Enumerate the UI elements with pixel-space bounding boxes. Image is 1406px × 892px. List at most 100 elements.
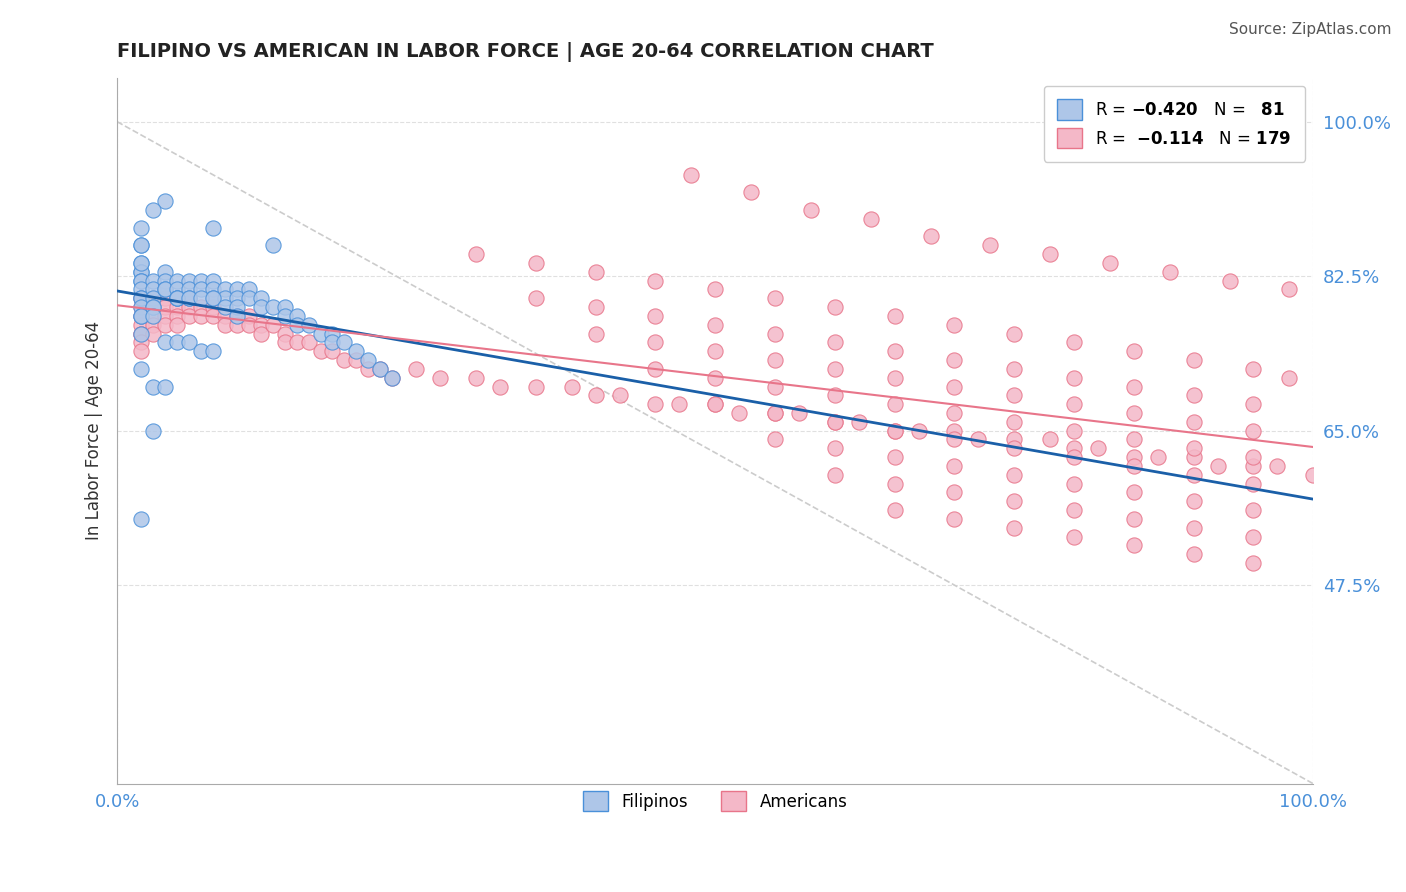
Point [153,194,176,209]
Point [142,424,165,438]
Point [920,229,942,244]
Point [1002,442,1025,456]
Point [129,291,152,305]
Point [1182,467,1205,482]
Point [1002,467,1025,482]
Point [214,282,236,296]
Point [142,309,165,323]
Point [190,309,212,323]
Point [129,318,152,332]
Text: FILIPINO VS AMERICAN IN LABOR FORCE | AGE 20-64 CORRELATION CHART: FILIPINO VS AMERICAN IN LABOR FORCE | AG… [117,42,934,62]
Point [201,282,224,296]
Point [644,335,666,350]
Point [201,291,224,305]
Point [166,291,188,305]
Point [321,335,343,350]
Point [238,282,260,296]
Point [166,291,188,305]
Point [1063,397,1085,411]
Point [1182,494,1205,508]
Point [214,300,236,314]
Point [177,291,200,305]
Point [1243,397,1265,411]
Point [704,318,727,332]
Point [225,282,247,296]
Point [1002,326,1025,341]
Point [129,274,152,288]
Point [201,220,224,235]
Point [153,335,176,350]
Point [800,202,823,217]
Point [883,476,905,491]
Text: Source: ZipAtlas.com: Source: ZipAtlas.com [1229,22,1392,37]
Point [225,309,247,323]
Point [262,300,284,314]
Point [142,300,165,314]
Point [740,186,762,200]
Point [142,282,165,296]
Point [129,309,152,323]
Point [381,370,404,384]
Point [129,335,152,350]
Point [153,282,176,296]
Point [273,300,295,314]
Point [129,265,152,279]
Point [1122,458,1144,473]
Point [859,211,882,226]
Point [249,326,271,341]
Point [1302,467,1324,482]
Point [524,379,547,393]
Point [273,326,295,341]
Point [1267,458,1289,473]
Point [142,202,165,217]
Point [297,318,319,332]
Point [1122,512,1144,526]
Y-axis label: In Labor Force | Age 20-64: In Labor Force | Age 20-64 [86,321,103,541]
Point [883,309,905,323]
Point [129,238,152,252]
Point [644,397,666,411]
Point [728,406,751,420]
Point [153,282,176,296]
Point [190,282,212,296]
Point [177,282,200,296]
Point [190,291,212,305]
Point [883,503,905,517]
Point [1122,344,1144,359]
Point [1063,503,1085,517]
Point [249,318,271,332]
Point [297,335,319,350]
Point [333,353,356,368]
Point [1039,247,1062,261]
Point [465,370,488,384]
Point [824,335,846,350]
Point [129,326,152,341]
Point [190,300,212,314]
Point [238,309,260,323]
Point [201,274,224,288]
Point [129,282,152,296]
Point [153,309,176,323]
Point [883,424,905,438]
Point [225,309,247,323]
Point [142,300,165,314]
Point [704,282,727,296]
Point [1063,424,1085,438]
Point [309,344,332,359]
Point [166,309,188,323]
Point [1122,379,1144,393]
Point [142,291,165,305]
Point [1122,538,1144,552]
Point [405,362,427,376]
Point [763,326,786,341]
Point [943,433,966,447]
Point [153,318,176,332]
Point [763,379,786,393]
Point [177,274,200,288]
Point [883,424,905,438]
Point [153,265,176,279]
Point [381,370,404,384]
Point [357,353,380,368]
Point [1278,282,1301,296]
Point [644,362,666,376]
